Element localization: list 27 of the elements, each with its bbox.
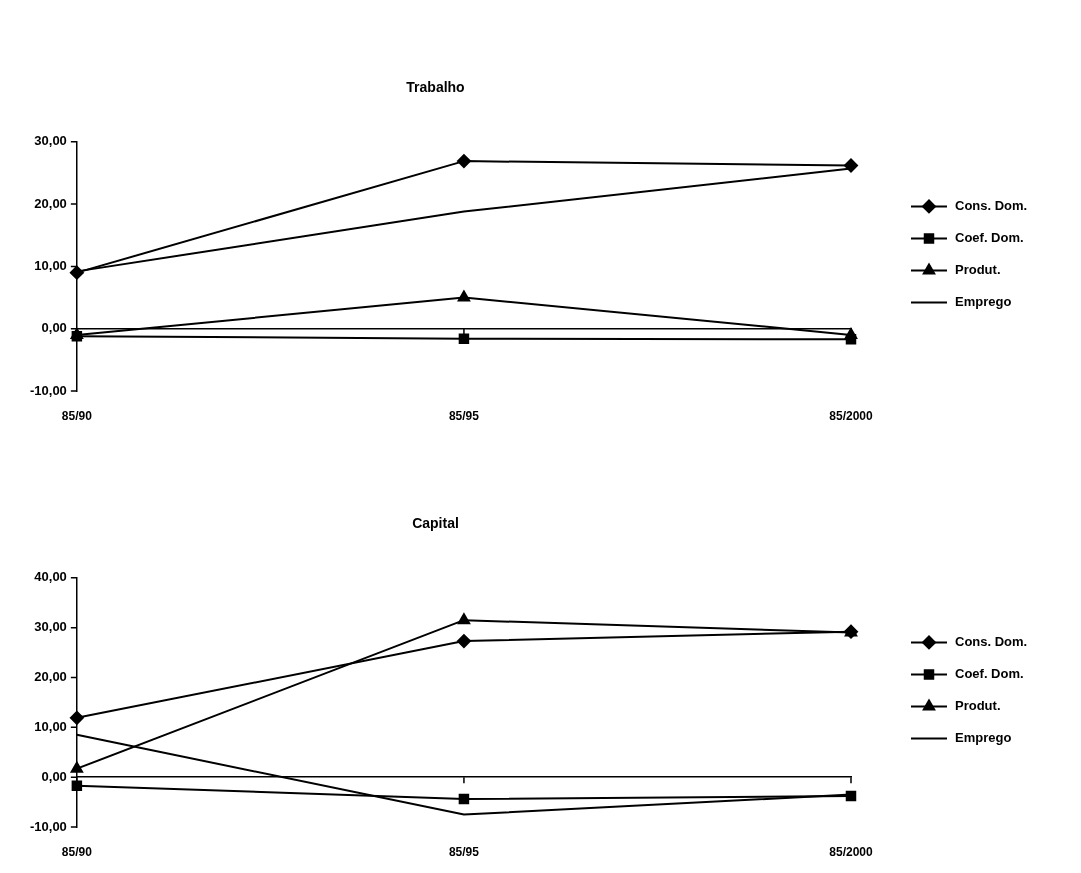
y-tick-label: 0,00 xyxy=(41,320,67,336)
legend-label: Emprego xyxy=(955,729,1012,745)
chart-title: Capital xyxy=(412,515,459,532)
legend-label: Produt. xyxy=(955,697,1001,713)
x-tick-label: 85/95 xyxy=(448,845,480,860)
legend-label: Coef. Dom. xyxy=(955,665,1024,681)
y-tick-label: 20,00 xyxy=(34,195,67,211)
legend-label: Cons. Dom. xyxy=(955,197,1028,213)
y-tick-label: 10,00 xyxy=(34,718,67,734)
y-tick-label: -10,00 xyxy=(29,382,67,398)
legend-label: Emprego xyxy=(955,293,1012,309)
x-tick-label: 85/90 xyxy=(61,845,93,860)
x-tick-label: 85/90 xyxy=(61,409,93,424)
x-tick-label: 85/95 xyxy=(448,409,480,424)
x-tick-label: 85/2000 xyxy=(829,845,874,860)
y-tick-label: 30,00 xyxy=(34,619,67,635)
y-tick-label: 30,00 xyxy=(34,133,67,149)
y-tick-label: 10,00 xyxy=(34,257,67,273)
legend-label: Produt. xyxy=(955,261,1001,277)
y-tick-label: 40,00 xyxy=(34,569,67,585)
legend-label: Coef. Dom. xyxy=(955,229,1024,245)
y-tick-label: 0,00 xyxy=(41,768,67,784)
x-tick-label: 85/2000 xyxy=(829,409,874,424)
y-tick-label: 20,00 xyxy=(34,669,67,685)
legend-label: Cons. Dom. xyxy=(955,633,1028,649)
y-tick-label: -10,00 xyxy=(29,818,67,834)
chart-title: Trabalho xyxy=(406,79,465,96)
